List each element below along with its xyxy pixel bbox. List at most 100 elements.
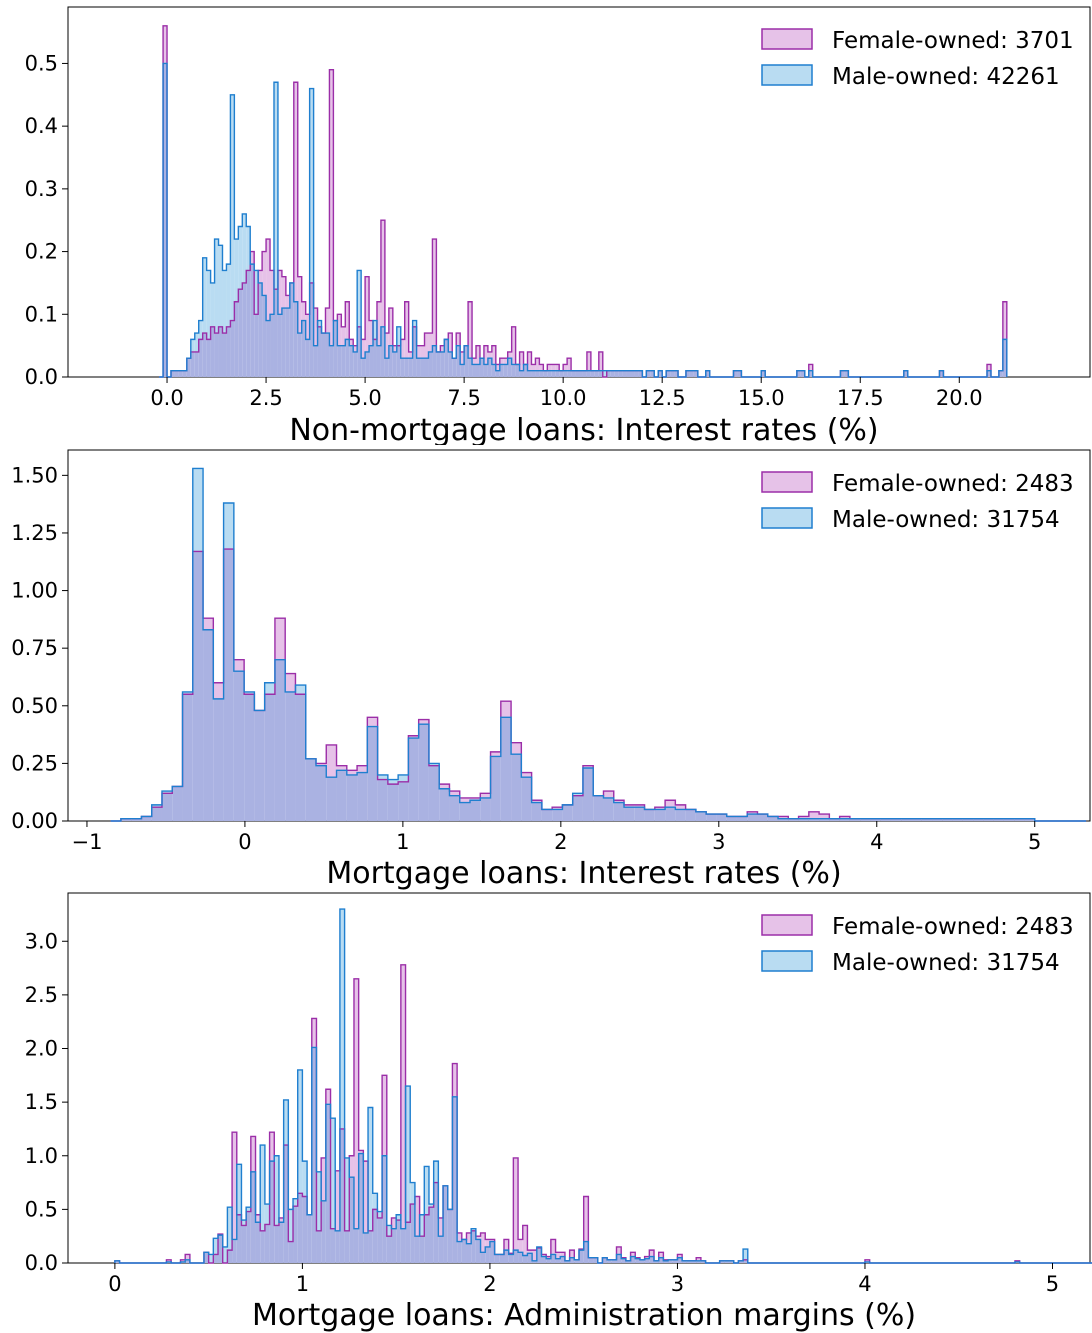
bar-excess-35	[278, 1217, 284, 1223]
bar-overlap-47	[345, 339, 350, 377]
bar-overlap-117	[663, 1260, 669, 1263]
bar-overlap-24	[227, 1250, 233, 1263]
bar-overlap-29	[273, 289, 278, 377]
bar-overlap-173	[844, 370, 849, 377]
x-tick-label: 4	[858, 1272, 871, 1296]
bar-overlap-28	[398, 781, 409, 821]
bar-excess-58	[386, 1225, 392, 1237]
x-tick-label: 5	[1046, 1272, 1059, 1296]
bar-excess-209	[987, 364, 991, 371]
bar-excess-49	[344, 1157, 350, 1231]
bar-overlap-61	[736, 816, 748, 821]
bar-excess-41	[531, 800, 542, 803]
bar-excess-15	[264, 682, 275, 695]
bar-overlap-124	[650, 370, 655, 377]
bar-overlap-79	[921, 818, 933, 821]
bar-excess-27	[387, 779, 399, 785]
bar-overlap-76	[890, 818, 902, 821]
bar-overlap-133	[685, 370, 690, 377]
x-tick-label: 3	[712, 830, 725, 854]
bar-excess-68	[428, 333, 433, 352]
bar-overlap-57	[384, 358, 389, 377]
bar-overlap-45	[337, 345, 342, 377]
bar-overlap-43	[552, 809, 563, 821]
bar-overlap-115	[654, 1260, 659, 1263]
bar-overlap-67	[798, 818, 809, 821]
bar-excess-50	[357, 270, 362, 327]
bar-overlap-59	[391, 1228, 397, 1263]
bar-overlap-54	[368, 1230, 373, 1263]
bar-excess-213	[1002, 301, 1007, 340]
bar-overlap-112	[639, 1259, 645, 1263]
bar-overlap-85	[495, 370, 500, 377]
bar-overlap-99	[551, 370, 556, 377]
bar-overlap-36	[283, 1145, 289, 1263]
bar-excess-26	[236, 1164, 242, 1215]
bar-excess-28	[270, 270, 274, 315]
bar-excess-78	[480, 1232, 486, 1253]
bar-overlap-22	[336, 770, 347, 821]
bar-excess-95	[535, 358, 540, 371]
bar-overlap-107	[582, 370, 587, 377]
bar-overlap-28	[270, 314, 274, 377]
bar-excess-35	[297, 276, 302, 334]
bar-overlap-23	[346, 774, 358, 821]
bar-overlap-47	[593, 795, 604, 821]
x-tick-label: 17.5	[837, 386, 884, 410]
bar-excess-107	[616, 1246, 622, 1255]
bar-overlap-41	[307, 1214, 312, 1263]
bar-overlap-18	[230, 320, 235, 377]
bar-overlap-29	[250, 1171, 256, 1263]
y-tick-label: 2.0	[25, 1037, 58, 1061]
bar-excess-86	[499, 358, 504, 365]
bar-overlap-78	[480, 1252, 486, 1263]
bar-overlap-212	[998, 370, 1003, 377]
bar-excess-10	[213, 682, 224, 699]
bar-overlap-119	[672, 1259, 678, 1263]
bar-overlap-20	[238, 289, 243, 377]
bar-overlap-129	[670, 370, 675, 377]
bar-overlap-5	[178, 370, 183, 377]
bar-overlap-22	[246, 270, 251, 377]
bar-overlap-35	[470, 800, 481, 821]
bar-excess-30	[255, 1214, 261, 1223]
bar-excess-66	[424, 1166, 429, 1215]
bar-excess-164	[808, 364, 813, 371]
bar-excess-47	[335, 1170, 340, 1231]
bar-overlap-90	[515, 364, 520, 377]
bar-overlap-56	[380, 326, 385, 377]
bar-excess-116	[658, 1252, 664, 1258]
y-tick-label: 0.0	[25, 1251, 58, 1275]
bar-overlap-134	[689, 370, 694, 377]
bar-excess-94	[531, 364, 536, 371]
bar-overlap-30	[255, 1222, 261, 1263]
bar-excess-62	[405, 1086, 411, 1223]
bar-overlap-82	[952, 818, 963, 821]
x-tick-label: 7.5	[447, 386, 480, 410]
bar-overlap-99	[579, 1250, 584, 1263]
legend: Female-owned: 3701 Male-owned: 42261	[761, 28, 1074, 90]
bar-overlap-93	[527, 370, 532, 377]
bar-overlap-67	[428, 1207, 434, 1263]
bar-overlap-34	[274, 1225, 279, 1263]
bar-overlap-77	[901, 818, 912, 821]
bar-overlap-114	[610, 370, 615, 377]
bars-layer	[110, 467, 1087, 822]
bar-overlap-74	[452, 358, 457, 377]
bar-overlap-116	[618, 370, 623, 377]
bar-excess-29	[250, 1136, 256, 1172]
bar-overlap-8	[190, 351, 195, 377]
bar-overlap-104	[602, 1257, 608, 1263]
x-ticks: 0.0 2.5 5.0 7.5 10.0 12.5 15.0 17.5 20.0	[150, 377, 983, 410]
bar-overlap-51	[361, 358, 366, 377]
bar-overlap-83	[487, 358, 492, 377]
y-tick-label: 0.50	[11, 694, 58, 718]
bar-overlap-134	[743, 1259, 748, 1263]
x-tick-label: 1	[396, 830, 409, 854]
x-tick-label: 2	[554, 830, 567, 854]
bar-overlap-39	[313, 345, 318, 377]
bar-overlap-89	[532, 1260, 537, 1263]
y-tick-label: 2.5	[25, 983, 58, 1007]
y-ticks: 0.00 0.25 0.50 0.75 1.00 1.25 1.50	[11, 463, 68, 833]
bar-overlap-100	[555, 370, 560, 377]
